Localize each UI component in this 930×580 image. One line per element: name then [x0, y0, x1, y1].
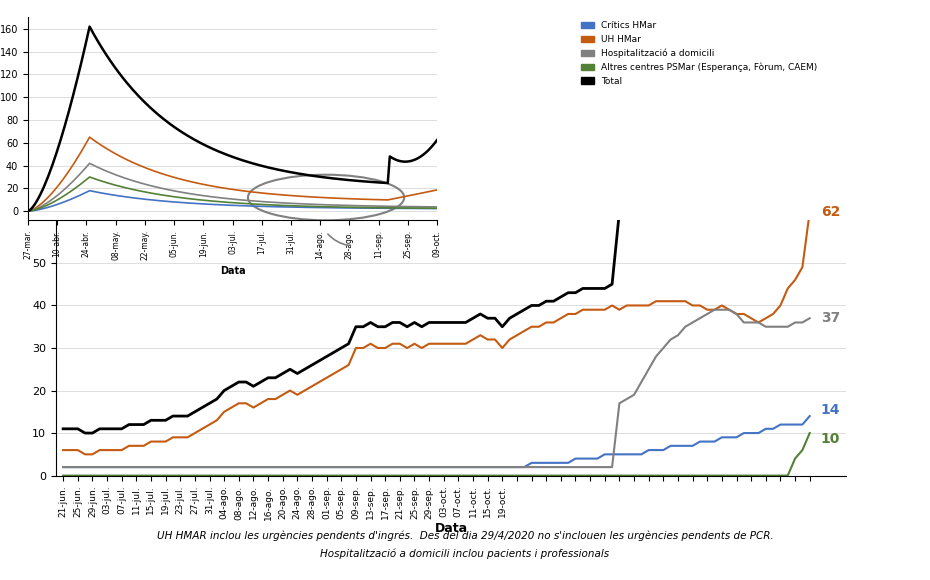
Text: Hospitalització a domicili inclou pacients i professionals: Hospitalització a domicili inclou pacien…: [321, 548, 609, 559]
Text: 37: 37: [820, 311, 840, 325]
X-axis label: Data: Data: [434, 523, 468, 535]
Text: UH HMAR inclou les urgències pendents d'ingrés.  Des del dia 29/4/2020 no s'incl: UH HMAR inclou les urgències pendents d'…: [156, 531, 774, 541]
Text: 62: 62: [820, 205, 840, 219]
Text: 10: 10: [820, 433, 840, 447]
Legend: Crítics HMar, UH HMar, Hospitalització a domicili, Altres centres PSMar (Esperan: Crítics HMar, UH HMar, Hospitalització a…: [578, 18, 821, 89]
X-axis label: Data: Data: [219, 266, 246, 276]
Text: 14: 14: [820, 403, 840, 416]
